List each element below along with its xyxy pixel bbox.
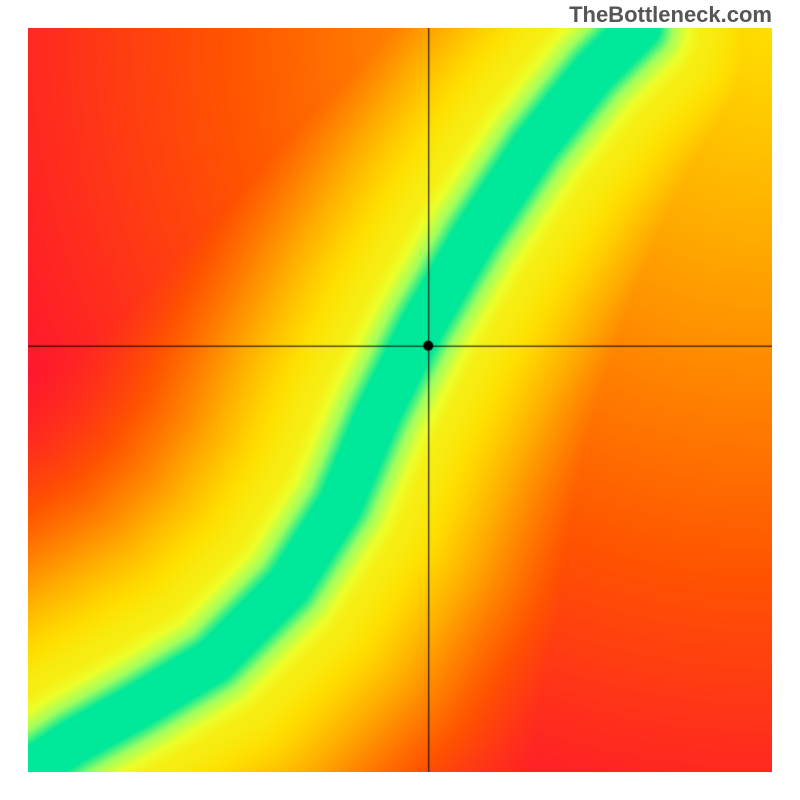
- bottleneck-heatmap: [28, 28, 772, 772]
- watermark-text: TheBottleneck.com: [569, 2, 772, 28]
- heatmap-canvas: [28, 28, 772, 772]
